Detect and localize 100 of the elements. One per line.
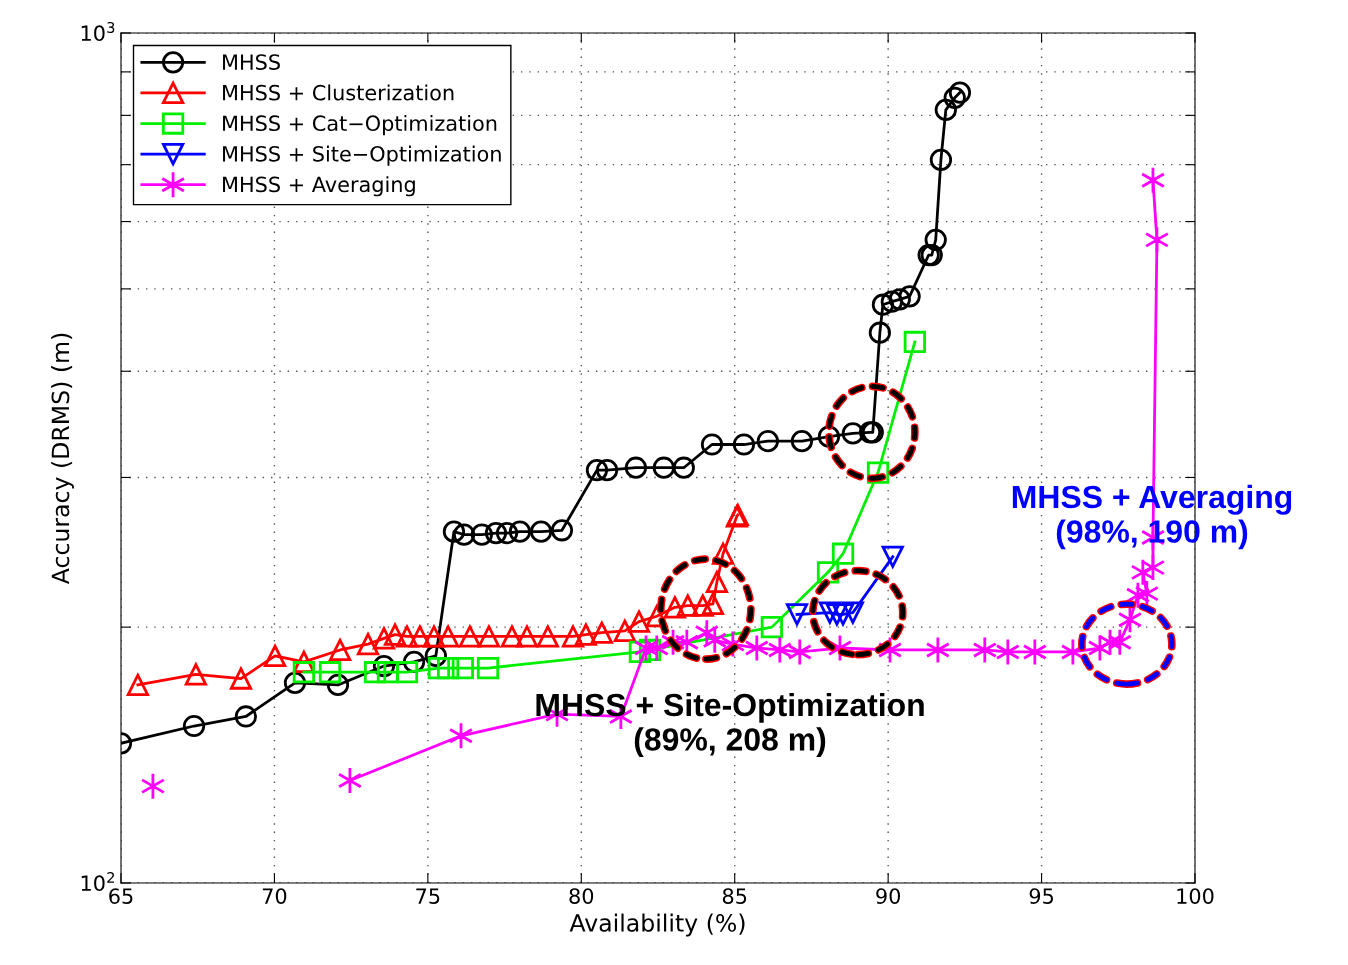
point — [574, 623, 597, 646]
legend-label: MHSS + Averaging — [223, 176, 415, 197]
y-axis-title: Accuracy (DRMS) (m) — [51, 333, 74, 585]
point — [613, 619, 636, 642]
point — [363, 661, 387, 684]
point — [1140, 553, 1166, 582]
point — [995, 638, 1021, 666]
point — [515, 625, 539, 648]
point — [337, 766, 363, 795]
point — [318, 661, 342, 684]
point — [702, 626, 727, 655]
point — [590, 621, 613, 644]
point — [437, 625, 460, 648]
point — [529, 520, 553, 543]
point — [328, 638, 352, 662]
point — [972, 636, 998, 664]
x-tick-label: 80 — [569, 888, 594, 904]
legend-label: MHSS + Cat−Optimization — [223, 114, 497, 136]
point — [422, 625, 446, 648]
point — [881, 545, 904, 568]
point — [841, 422, 864, 445]
point — [326, 673, 350, 697]
point — [484, 522, 508, 545]
point — [442, 520, 466, 543]
point — [437, 656, 460, 680]
point — [458, 625, 482, 648]
x-axis-title: Availability (%) — [569, 913, 745, 937]
point — [756, 430, 779, 453]
point — [694, 618, 720, 647]
point — [395, 625, 419, 648]
x-tick-label: 65 — [109, 888, 133, 904]
point — [372, 627, 396, 650]
point — [744, 634, 770, 662]
point — [500, 625, 524, 648]
x-tick-label: 85 — [722, 888, 747, 904]
y-tick-label: 10$^{3}$ — [81, 21, 115, 42]
point — [871, 293, 895, 316]
point — [182, 714, 206, 738]
point — [292, 661, 315, 684]
point — [790, 430, 814, 453]
point — [760, 616, 783, 639]
point — [356, 633, 380, 656]
point — [676, 594, 699, 617]
point — [663, 596, 686, 619]
point — [934, 98, 957, 121]
point — [234, 705, 257, 728]
point — [477, 625, 501, 648]
point — [470, 523, 493, 546]
point — [126, 673, 149, 697]
point — [1144, 225, 1170, 254]
point — [888, 288, 911, 311]
point — [408, 625, 431, 648]
point — [701, 592, 725, 615]
point — [452, 523, 476, 546]
point — [841, 601, 864, 624]
point — [866, 461, 890, 484]
point — [831, 542, 855, 565]
point — [627, 608, 651, 633]
point — [644, 634, 669, 662]
point — [732, 433, 756, 456]
point — [903, 330, 926, 354]
point — [624, 456, 648, 479]
point — [948, 81, 972, 104]
point — [476, 656, 500, 680]
point — [672, 456, 695, 479]
point — [825, 603, 849, 626]
x-tick-label: 90 — [876, 888, 901, 904]
point — [229, 667, 253, 690]
x-tick-label: 70 — [262, 888, 287, 904]
point — [787, 638, 812, 666]
x-tick-label: 100 — [1177, 888, 1214, 904]
point — [595, 459, 619, 482]
point — [140, 772, 166, 801]
point — [924, 228, 947, 251]
point — [925, 636, 951, 664]
point — [561, 625, 585, 648]
point — [691, 594, 714, 617]
point — [184, 663, 207, 686]
point — [943, 86, 966, 109]
legend-label: MHSS + Clusterization — [223, 84, 454, 101]
point — [1125, 581, 1151, 610]
point — [550, 519, 574, 542]
point — [700, 433, 724, 456]
point — [495, 522, 519, 545]
point — [383, 623, 407, 646]
legend-label: MHSS — [223, 54, 280, 70]
point — [929, 148, 953, 172]
point — [1140, 166, 1166, 195]
point — [448, 721, 474, 750]
point — [536, 625, 559, 648]
point — [1117, 605, 1143, 634]
point — [898, 285, 921, 308]
point — [767, 636, 793, 664]
point — [817, 425, 841, 448]
point — [263, 644, 287, 668]
point — [1022, 638, 1048, 666]
point — [652, 456, 675, 479]
point — [818, 601, 841, 624]
point — [705, 570, 729, 594]
point — [451, 656, 474, 680]
